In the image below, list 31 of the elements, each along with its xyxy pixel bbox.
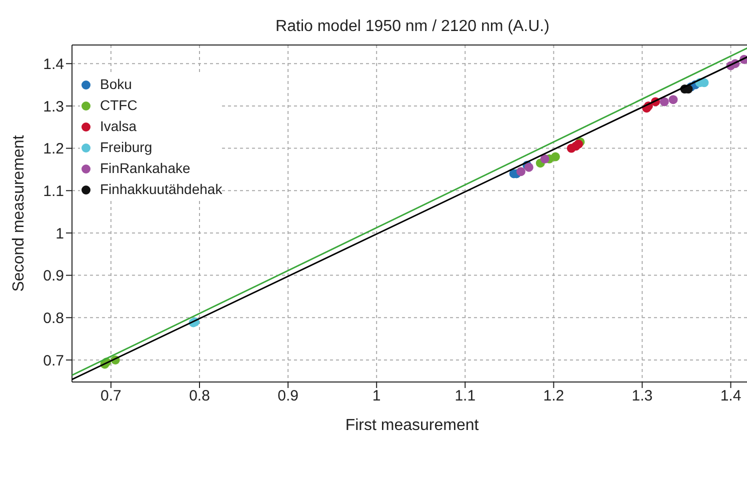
point (540, 154, 550, 164)
x-tick-label: 1.2 (543, 388, 564, 405)
y-tick-label: 0.7 (43, 352, 64, 370)
y-tick-label: 1.4 (43, 56, 64, 73)
x-tick-label: 1.4 (720, 388, 742, 405)
y-tick-label: 1 (56, 225, 64, 242)
legend-label: CTFC (100, 96, 138, 115)
x-tick-label: 1.1 (454, 388, 476, 405)
y-tick-label: 0.8 (43, 310, 64, 327)
y-axis-title: Second measurement (10, 134, 28, 292)
legend-label: Freiburg (100, 138, 152, 157)
x-tick-label: 1.3 (632, 388, 653, 405)
point (574, 140, 583, 149)
x-tick-label: 0.9 (278, 388, 298, 405)
x-tick-label: 0.8 (189, 388, 210, 405)
x-tick-label: 0.7 (100, 388, 122, 405)
x-tick-label: 1 (372, 388, 381, 405)
legend-label: Ivalsa (100, 117, 137, 136)
legend-label: FinRankahake (100, 159, 190, 178)
point (550, 152, 560, 162)
y-tick-label: 1.2 (43, 140, 64, 158)
legend-label: Boku (100, 75, 132, 94)
point (668, 95, 678, 104)
x-axis-title: First measurement (345, 417, 480, 434)
y-tick-label: 1.1 (43, 182, 64, 200)
y-tick-label: 0.9 (43, 268, 64, 285)
chart-title: Ratio model 1950 nm / 2120 nm (A.U.) (274, 18, 550, 36)
legend-label: Finhakkuutähdehak (100, 180, 222, 199)
point (516, 167, 526, 176)
y-tick-label: 1.3 (43, 98, 64, 116)
point (660, 97, 669, 106)
